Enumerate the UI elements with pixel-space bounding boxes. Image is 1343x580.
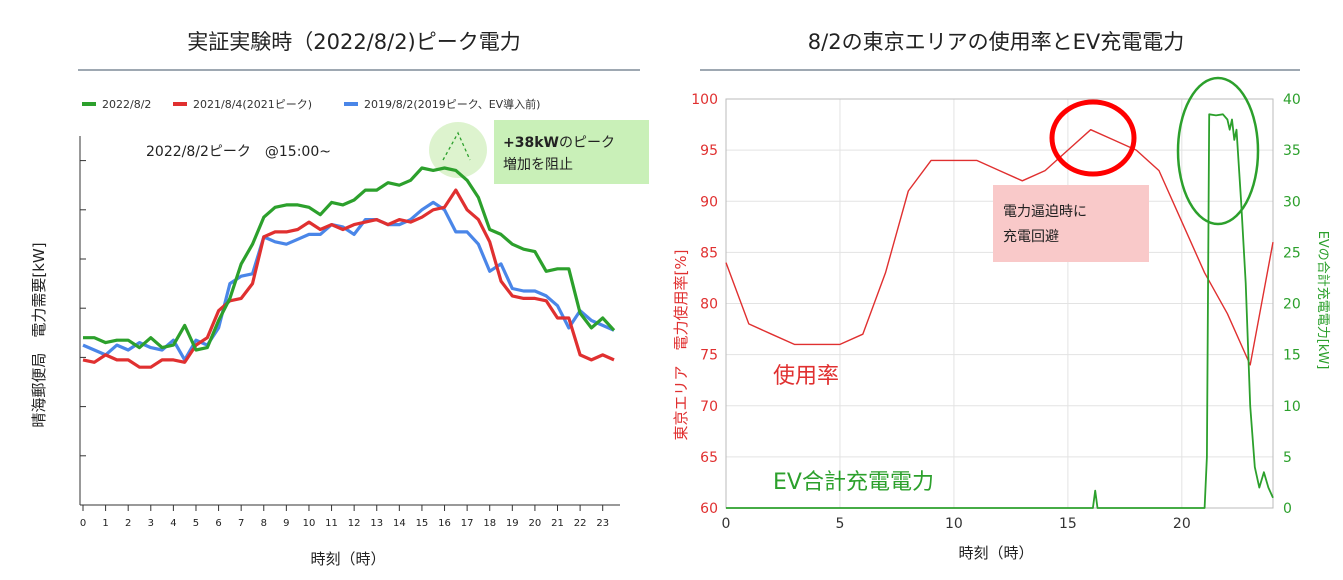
right-x-tick-label: 10 xyxy=(945,516,963,532)
right-y-tick-label: 85 xyxy=(700,245,718,261)
right-x-tick-label: 15 xyxy=(1059,516,1077,532)
left-x-tick-label: 20 xyxy=(529,518,542,529)
left-chart: 実証実験時（2022/8/2)ピーク電力 2022/8/2 2021/8/4(20… xyxy=(30,30,649,568)
right-y-tick-label: 95 xyxy=(700,143,718,159)
right-y2-tick-label: 35 xyxy=(1283,143,1301,159)
right-chart: 8/2の東京エリアの使用率とEV充電電力 6065707580859095100… xyxy=(672,30,1331,562)
right-y2-tick-label: 30 xyxy=(1283,194,1301,210)
right-annotation-line2: 充電回避 xyxy=(1003,229,1059,245)
left-series-line xyxy=(82,200,615,362)
right-y-tick-label: 70 xyxy=(700,399,718,415)
ev-charge-circle xyxy=(1176,76,1260,226)
right-y2-tick-label: 40 xyxy=(1283,92,1301,108)
left-x-tick-label: 11 xyxy=(325,518,338,529)
left-x-tick-label: 4 xyxy=(170,518,176,529)
usage-series-label: 使用率 xyxy=(773,364,839,389)
left-x-tick-label: 7 xyxy=(238,518,244,529)
left-legend-label: 2021/8/4(2021ピーク) xyxy=(193,98,312,111)
right-y2-tick-label: 10 xyxy=(1283,399,1301,415)
left-peak-annotation: 2022/8/2ピーク @15:00~ xyxy=(146,144,331,160)
right-y2-axis-label: EVの合計充電電力[kW] xyxy=(1315,231,1331,370)
left-x-tick-label: 6 xyxy=(215,518,221,529)
left-x-axis-label: 時刻（時） xyxy=(310,550,385,568)
left-x-tick-label: 15 xyxy=(416,518,429,529)
left-x-tick-label: 22 xyxy=(574,518,587,529)
left-x-tick-label: 0 xyxy=(80,518,86,529)
left-x-tick-label: 2 xyxy=(125,518,131,529)
right-x-tick-label: 20 xyxy=(1173,516,1191,532)
right-x-ticks: 0 5 10 15 20 xyxy=(722,516,1191,532)
right-annotation-line1: 電力逼迫時に xyxy=(1003,204,1087,220)
left-x-tick-label: 10 xyxy=(303,518,316,529)
left-x-ticks: 0 1 2 3 4 5 6 7 8 9 10 11 12 13 14 15 16 17 18 19 20 21 22 23 xyxy=(80,505,609,529)
left-x-tick-label: 1 xyxy=(102,518,108,529)
right-x-tick-label: 0 xyxy=(722,516,731,532)
right-y2-tick-label: 0 xyxy=(1283,501,1292,517)
left-x-tick-label: 5 xyxy=(193,518,199,529)
right-x-tick-label: 5 xyxy=(835,516,844,532)
left-legend: 2022/8/2 2021/8/4(2021ピーク) 2019/8/2(2019ピー… xyxy=(82,97,540,111)
left-x-tick-label: 3 xyxy=(148,518,154,529)
right-y-tick-label: 60 xyxy=(700,501,718,517)
right-annotation-box xyxy=(993,185,1149,262)
left-legend-label: 2022/8/2 xyxy=(102,98,151,111)
left-x-tick-label: 13 xyxy=(370,518,383,529)
peak-usage-circle xyxy=(1049,99,1137,177)
left-y-ticks xyxy=(80,160,86,506)
right-y2-tick-label: 25 xyxy=(1283,245,1301,261)
right-y2-tick-label: 20 xyxy=(1283,297,1301,313)
right-y-axis-label: 東京エリア 電力使用率[%] xyxy=(672,250,690,441)
peak-dashed-spike xyxy=(442,131,471,161)
left-x-tick-label: 9 xyxy=(283,518,289,529)
usage-rate-line xyxy=(725,128,1274,366)
right-y-ticks: 60 65 70 75 80 85 90 95 100 xyxy=(691,92,718,517)
right-y-tick-label: 100 xyxy=(691,92,718,108)
left-x-tick-label: 23 xyxy=(596,518,609,529)
left-x-tick-label: 12 xyxy=(348,518,361,529)
peak-callout-line1: +38kWのピーク xyxy=(503,135,615,151)
right-series-group xyxy=(725,113,1274,509)
peak-callout-bold: +38kW xyxy=(503,135,559,151)
left-series-line xyxy=(83,166,616,352)
right-y-tick-label: 75 xyxy=(700,348,718,364)
peak-callout-box xyxy=(494,120,649,184)
left-chart-title: 実証実験時（2022/8/2)ピーク電力 xyxy=(187,30,521,54)
right-y2-tick-label: 5 xyxy=(1283,450,1292,466)
left-series-group xyxy=(82,166,616,369)
left-x-tick-label: 18 xyxy=(483,518,496,529)
left-legend-label: 2019/8/2(2019ピーク、EV導入前) xyxy=(364,97,540,111)
right-chart-title: 8/2の東京エリアの使用率とEV充電電力 xyxy=(808,30,1184,54)
left-x-tick-label: 14 xyxy=(393,518,406,529)
left-y-axis-label: 晴海郵便局 電力需要[kW] xyxy=(30,242,48,427)
left-x-tick-label: 17 xyxy=(461,518,474,529)
right-y-tick-label: 65 xyxy=(700,450,718,466)
left-x-tick-label: 8 xyxy=(261,518,267,529)
right-grid xyxy=(725,98,1273,509)
right-y2-tick-label: 15 xyxy=(1283,348,1301,364)
left-x-tick-label: 21 xyxy=(551,518,564,529)
right-y2-ticks: 0 5 10 15 20 25 30 35 40 xyxy=(1283,92,1301,517)
right-x-axis-label: 時刻（時） xyxy=(958,544,1033,562)
left-x-tick-label: 16 xyxy=(438,518,451,529)
peak-highlight-circle xyxy=(429,122,487,178)
right-y-tick-label: 90 xyxy=(700,194,718,210)
left-series-line xyxy=(82,188,615,369)
right-y-tick-label: 80 xyxy=(700,297,718,313)
left-x-tick-label: 19 xyxy=(506,518,519,529)
ev-series-label: EV合計充電電力 xyxy=(773,470,934,495)
peak-callout-rest: のピーク xyxy=(559,135,615,151)
peak-callout-line2: 増加を阻止 xyxy=(503,157,573,173)
ev-charge-line xyxy=(726,113,1274,509)
